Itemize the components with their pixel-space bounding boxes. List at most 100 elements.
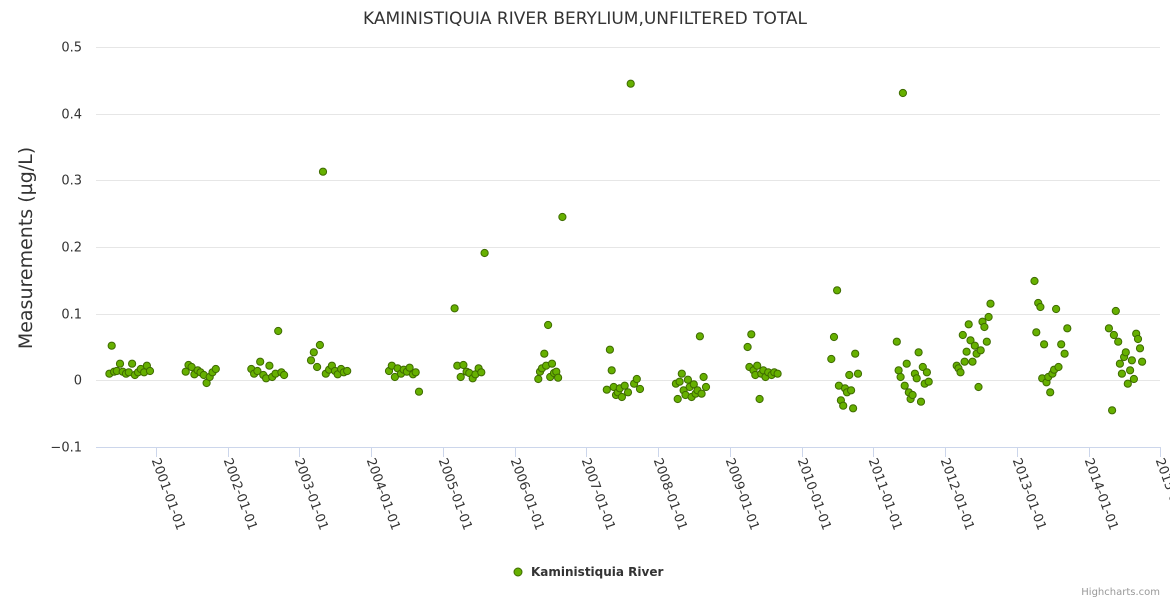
data-point[interactable] <box>414 387 424 396</box>
data-point[interactable] <box>958 330 967 340</box>
data-point[interactable] <box>1121 348 1130 357</box>
data-point[interactable] <box>411 368 420 377</box>
data-point[interactable] <box>456 372 465 382</box>
data-point[interactable] <box>743 342 752 352</box>
data-point[interactable] <box>894 366 903 375</box>
data-point[interactable] <box>1115 359 1125 368</box>
data-point[interactable] <box>753 361 762 370</box>
data-point[interactable] <box>851 349 860 358</box>
data-point[interactable] <box>1104 324 1114 333</box>
data-point[interactable] <box>1129 374 1139 384</box>
data-point[interactable] <box>1057 340 1066 349</box>
data-point[interactable] <box>256 357 265 366</box>
data-point[interactable] <box>976 346 985 355</box>
data-point[interactable] <box>839 401 848 410</box>
data-point[interactable] <box>982 337 991 346</box>
data-point[interactable] <box>544 320 553 330</box>
data-point[interactable] <box>459 360 468 370</box>
data-point[interactable] <box>1117 369 1127 378</box>
data-point[interactable] <box>558 212 567 222</box>
data-point[interactable] <box>962 347 971 356</box>
data-point[interactable] <box>849 404 858 413</box>
data-point[interactable] <box>211 364 220 374</box>
data-point[interactable] <box>1133 334 1143 344</box>
data-point[interactable] <box>480 248 489 258</box>
data-point[interactable] <box>922 368 932 377</box>
data-point[interactable] <box>986 299 995 308</box>
data-point[interactable] <box>900 381 909 390</box>
data-point[interactable] <box>755 394 764 404</box>
data-point[interactable] <box>677 369 686 378</box>
data-point[interactable] <box>1030 276 1039 286</box>
data-point[interactable] <box>896 372 905 382</box>
data-point[interactable] <box>902 359 911 368</box>
data-point[interactable] <box>689 380 698 389</box>
data-point[interactable] <box>1054 362 1063 372</box>
data-point[interactable] <box>1138 357 1147 366</box>
data-point[interactable] <box>1127 356 1137 365</box>
data-point[interactable] <box>1123 379 1132 388</box>
data-point[interactable] <box>912 374 921 383</box>
data-point[interactable] <box>683 375 693 384</box>
data-point[interactable] <box>187 362 196 372</box>
data-point[interactable] <box>1111 306 1120 316</box>
data-point[interactable] <box>607 366 616 375</box>
data-point[interactable] <box>253 366 262 376</box>
data-point[interactable] <box>833 286 842 295</box>
data-point[interactable] <box>964 320 973 329</box>
data-point[interactable] <box>970 341 979 350</box>
data-point[interactable] <box>966 336 975 345</box>
data-point[interactable] <box>602 385 611 394</box>
data-point[interactable] <box>306 356 316 365</box>
data-point[interactable] <box>853 369 863 378</box>
data-point[interactable] <box>697 389 706 398</box>
data-point[interactable] <box>747 330 756 339</box>
data-point[interactable] <box>107 341 116 350</box>
data-point[interactable] <box>343 366 352 376</box>
data-point[interactable] <box>547 359 557 368</box>
data-point[interactable] <box>845 370 854 380</box>
data-point[interactable] <box>318 167 328 176</box>
data-point[interactable] <box>980 322 989 332</box>
data-point[interactable] <box>984 312 993 322</box>
data-point[interactable] <box>1052 304 1061 314</box>
data-point[interactable] <box>265 361 274 370</box>
data-point[interactable] <box>115 359 125 368</box>
data-point[interactable] <box>924 377 933 386</box>
data-point[interactable] <box>477 368 486 377</box>
data-point[interactable] <box>773 369 782 378</box>
data-point[interactable] <box>1032 328 1041 337</box>
data-point[interactable] <box>626 79 635 88</box>
data-point[interactable] <box>635 384 645 394</box>
data-point[interactable] <box>898 88 908 98</box>
data-point[interactable] <box>620 381 629 390</box>
data-point[interactable] <box>540 349 549 358</box>
data-point[interactable] <box>605 345 615 354</box>
data-point[interactable] <box>632 374 641 384</box>
data-point[interactable] <box>181 367 190 376</box>
data-point[interactable] <box>1060 349 1069 358</box>
data-point[interactable] <box>916 397 926 406</box>
data-point[interactable] <box>1114 337 1123 346</box>
data-point[interactable] <box>1126 366 1135 375</box>
data-point[interactable] <box>695 332 705 341</box>
data-point[interactable] <box>675 377 684 386</box>
data-point[interactable] <box>1036 302 1045 312</box>
data-point[interactable] <box>827 354 836 364</box>
data-point[interactable] <box>974 382 983 392</box>
data-point[interactable] <box>699 372 708 382</box>
credits-link[interactable]: Highcharts.com <box>1081 587 1160 598</box>
data-point[interactable] <box>554 373 563 382</box>
data-point[interactable] <box>1108 406 1117 415</box>
data-point[interactable] <box>450 304 459 313</box>
data-point[interactable] <box>960 357 969 366</box>
data-point[interactable] <box>313 362 322 372</box>
data-point[interactable] <box>968 357 977 366</box>
data-point[interactable] <box>280 370 289 380</box>
data-point[interactable] <box>1109 330 1119 340</box>
data-point[interactable] <box>390 372 399 382</box>
data-point[interactable] <box>956 368 965 377</box>
data-point[interactable] <box>617 392 627 402</box>
data-point[interactable] <box>405 363 414 372</box>
legend[interactable]: Kaministiquia River <box>513 565 663 579</box>
